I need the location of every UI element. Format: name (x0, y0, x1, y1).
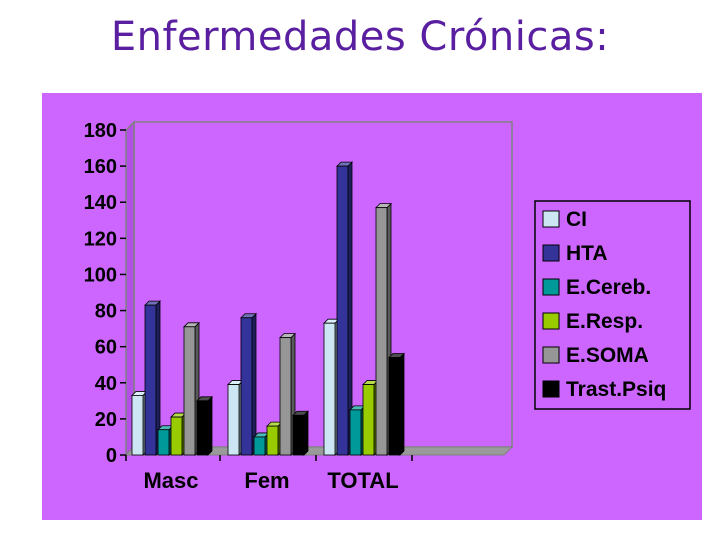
bar (336, 161, 353, 456)
y-tick-label: 180 (84, 120, 117, 142)
bar-front (323, 322, 336, 456)
bar (196, 395, 213, 456)
legend-label: E.SOMA (566, 344, 649, 367)
legend-label: E.Resp. (566, 310, 643, 333)
bar-side (207, 395, 213, 456)
bar-front (131, 395, 144, 456)
bar (388, 352, 405, 456)
legend-label: HTA (566, 242, 608, 265)
bar-front (157, 429, 170, 456)
legend-swatch (542, 346, 560, 364)
legend-label: E.Cereb. (566, 276, 651, 299)
bar-front (388, 357, 401, 456)
x-tick-label: Masc (143, 468, 198, 493)
bar-side (399, 352, 405, 456)
y-tick-label: 60 (95, 337, 117, 359)
bar (279, 332, 296, 456)
bar-front (227, 384, 240, 456)
bar (240, 312, 257, 456)
bar-front (279, 337, 292, 456)
bar-front (144, 304, 157, 456)
legend-swatch (542, 312, 560, 330)
bars (131, 161, 405, 456)
y-tick-label: 160 (84, 156, 117, 178)
bar-side (251, 312, 257, 456)
y-tick-label: 20 (95, 409, 117, 431)
y-axis: 0 20 40 60 80 100 120 140 160 180 (84, 120, 126, 467)
bar-front (196, 400, 209, 456)
y-tick-label: 100 (84, 264, 117, 286)
bar-front (362, 384, 375, 456)
x-axis: Masc Fem TOTAL (125, 455, 413, 493)
legend-swatch (542, 278, 560, 296)
y-tick-label: 140 (84, 192, 117, 214)
legend-swatch (542, 244, 560, 262)
page-title: Enfermedades Crónicas: (110, 14, 610, 60)
y-tick-label: 80 (95, 301, 117, 323)
y-tick-label: 120 (84, 228, 117, 250)
y-tick-label: 40 (95, 373, 117, 395)
bar-front (253, 436, 266, 456)
x-tick-label: Fem (244, 468, 289, 493)
y-tick-label: 0 (106, 445, 117, 467)
chart-svg: 0 20 40 60 80 100 120 140 160 180 Masc Fem TOTAL CI… (84, 120, 691, 493)
bar-front (375, 207, 388, 456)
legend-label: CI (566, 208, 587, 231)
bar (292, 410, 309, 456)
chart-panel: 0 20 40 60 80 100 120 140 160 180 Masc Fem TOTAL CI… (42, 93, 702, 520)
bar-side (303, 410, 309, 456)
legend-label: Trast.Psiq (566, 378, 666, 401)
bar-front (349, 409, 362, 456)
bar-front (336, 165, 349, 456)
bar-front (266, 425, 279, 456)
x-tick-label: TOTAL (327, 468, 398, 493)
legend-swatch (542, 210, 560, 228)
bar-front (183, 326, 196, 456)
legend-box (534, 200, 691, 410)
bar-front (292, 414, 305, 456)
bar-front (170, 416, 183, 456)
legend: CI HTA E.Cereb. E.Resp. E.SOMA Trast.Psiq (534, 200, 691, 410)
bar-front (240, 317, 253, 456)
legend-swatch (542, 380, 560, 398)
